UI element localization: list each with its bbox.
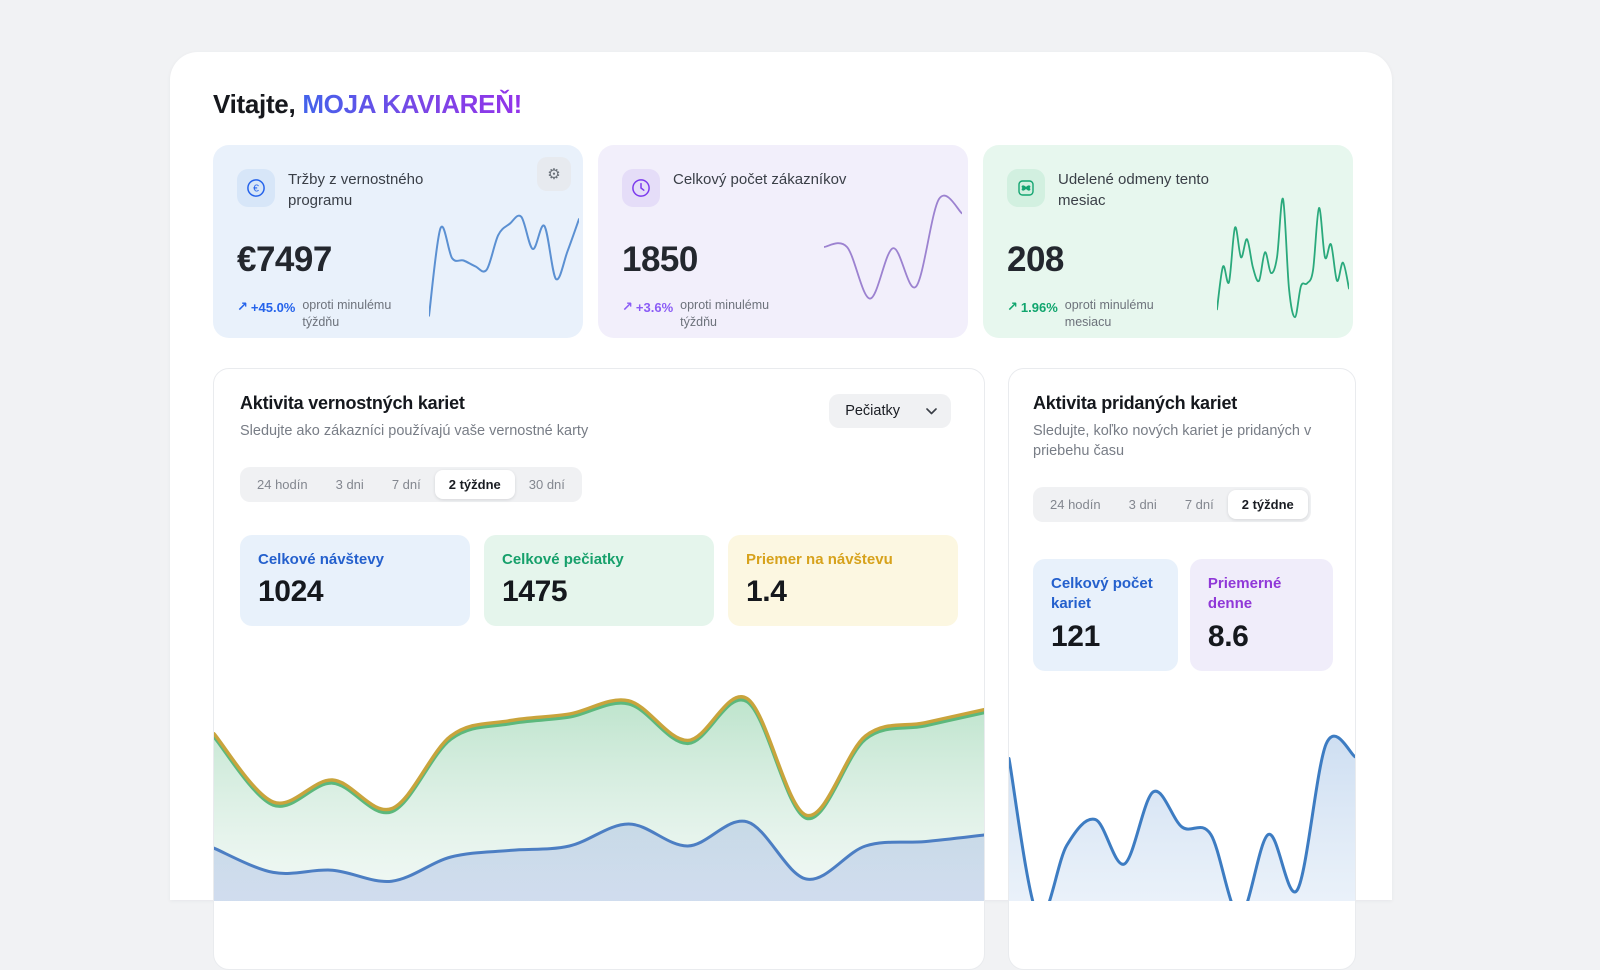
trend-up-icon: ↗ <box>622 299 633 314</box>
stat-card-value: €7497 <box>237 240 332 279</box>
stat-card-value: 1850 <box>622 240 698 279</box>
chip-total-visits: Celkové návštevy 1024 <box>240 535 470 627</box>
chip-label: Celkové pečiatky <box>502 551 624 568</box>
summary-chips: Celkový počet kariet 121 Priemerné denne… <box>1033 559 1333 671</box>
stat-card-value: 208 <box>1007 240 1064 279</box>
stat-card-customers: Celkový počet zákazníkov 1850 ↗ +3.6% opr… <box>598 145 968 338</box>
trend-up-icon: ↗ <box>237 299 248 314</box>
summary-chips: Celkové návštevy 1024 Celkové pečiatky 1… <box>240 535 958 627</box>
tab-7-dni[interactable]: 7 dní <box>1184 497 1214 512</box>
page-title: Vitajte, MOJA KAVIAREŇ! <box>213 89 522 120</box>
tab-24-hodin[interactable]: 24 hodín <box>1050 497 1101 512</box>
chip-label: Priemer na návštevu <box>746 551 893 568</box>
chip-label: Priemerné denne <box>1207 575 1282 613</box>
tab-30-dni[interactable]: 30 dní <box>528 477 565 492</box>
chip-label: Celkový počet kariet <box>1051 575 1153 613</box>
chip-value: 8.6 <box>1207 619 1249 653</box>
settings-button[interactable]: ⚙ <box>537 157 571 191</box>
customers-sparkline <box>824 193 962 313</box>
metric-dropdown[interactable]: Pečiatky <box>829 394 951 428</box>
trend-note: oproti minulému mesiacu <box>1064 298 1154 329</box>
chip-value: 1024 <box>258 575 324 609</box>
metric-dropdown-value: Pečiatky <box>845 403 900 419</box>
chip-value: 121 <box>1051 619 1100 653</box>
euro-icon: € <box>237 169 275 207</box>
panel-subtitle: Sledujte, koľko nových kariet je pridaný… <box>1033 423 1312 460</box>
svg-text:€: € <box>253 183 259 195</box>
panel-title: Aktivita pridaných kariet <box>1033 393 1238 413</box>
chip-avg-per-visit: Priemer na návštevu 1.4 <box>728 535 958 627</box>
gear-icon: ⚙ <box>547 166 561 183</box>
time-range-tabs: 24 hodín 3 dni 7 dní 2 týždne 30 dní <box>240 467 582 502</box>
dashboard-container: Vitajte, MOJA KAVIAREŇ! € Tržby z vernos… <box>170 52 1392 970</box>
chevron-down-icon <box>926 403 937 419</box>
stat-card-title: Celkový počet zákazníkov <box>673 171 847 188</box>
gift-icon <box>1007 169 1045 207</box>
chip-value: 1.4 <box>746 575 787 609</box>
loyalty-activity-chart <box>214 681 984 901</box>
cards-added-chart <box>1009 716 1355 901</box>
page-title-prefix: Vitajte, <box>213 89 296 119</box>
chip-total-cards: Celkový počet kariet 121 <box>1033 559 1178 671</box>
panel-title: Aktivita vernostných kariet <box>240 393 465 413</box>
tab-3-dni[interactable]: 3 dni <box>1128 497 1157 512</box>
revenue-sparkline <box>429 203 579 318</box>
trend-note: oproti minulému týždňu <box>302 298 392 329</box>
stat-card-title: Tržby z vernostného programu <box>288 171 424 209</box>
loyalty-activity-panel: Aktivita vernostných kariet Sledujte ako… <box>213 368 985 970</box>
chip-value: 1475 <box>502 575 568 609</box>
trend-note: oproti minulému týždňu <box>680 298 770 329</box>
tab-2-tyzdne[interactable]: 2 týždne <box>1227 490 1308 519</box>
cards-added-panel: Aktivita pridaných kariet Sledujte, koľk… <box>1008 368 1356 970</box>
stat-card-revenue: € Tržby z vernostného programu ⚙ €7497 ↗… <box>213 145 583 338</box>
chip-label: Celkové návštevy <box>258 551 384 568</box>
trend-value: ↗ +45.0% <box>237 299 296 315</box>
tab-24-hodin[interactable]: 24 hodín <box>257 477 308 492</box>
tab-7-dni[interactable]: 7 dní <box>391 477 421 492</box>
chip-total-stamps: Celkové pečiatky 1475 <box>484 535 714 627</box>
clock-icon <box>622 169 660 207</box>
time-range-tabs: 24 hodín 3 dni 7 dní 2 týždne <box>1033 487 1311 522</box>
tab-2-tyzdne[interactable]: 2 týždne <box>434 470 515 499</box>
tab-3-dni[interactable]: 3 dni <box>335 477 364 492</box>
chip-daily-average: Priemerné denne 8.6 <box>1189 559 1333 671</box>
trend-up-icon: ↗ <box>1007 299 1018 314</box>
panel-subtitle: Sledujte ako zákazníci používajú vaše ve… <box>240 423 589 439</box>
page-title-business-name: MOJA KAVIAREŇ! <box>302 89 523 119</box>
stat-card-title: Udelené odmeny tento mesiac <box>1058 171 1209 209</box>
stat-card-rewards: Udelené odmeny tento mesiac 208 ↗ 1.96% o… <box>983 145 1353 338</box>
trend-value: ↗ 1.96% <box>1007 299 1058 315</box>
rewards-sparkline <box>1217 195 1349 325</box>
trend-value: ↗ +3.6% <box>622 299 674 315</box>
